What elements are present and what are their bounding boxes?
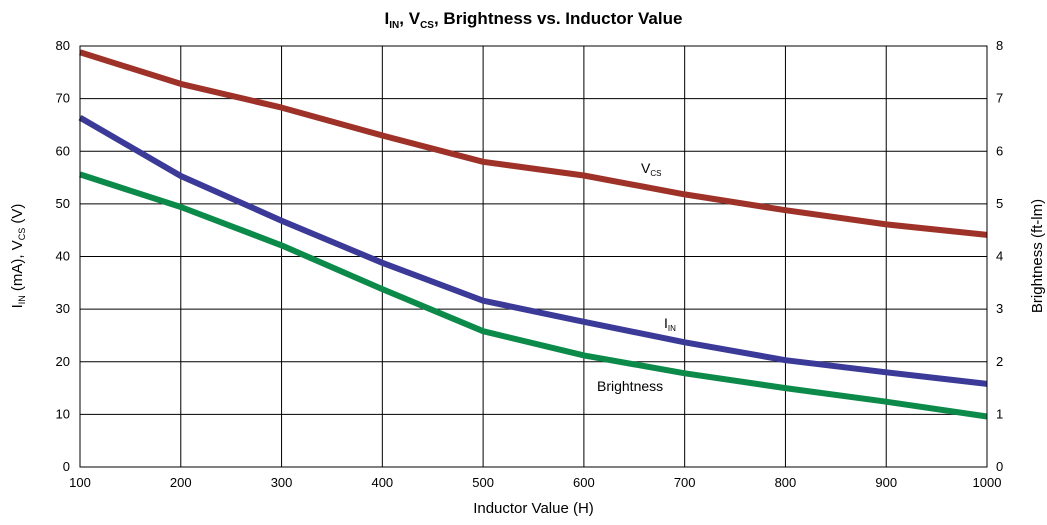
series-label-vcs: VCS bbox=[641, 160, 661, 182]
chart-title: IIN, VCS, Brightness vs. Inductor Value bbox=[80, 8, 987, 37]
x-tick-label: 400 bbox=[371, 475, 393, 490]
series-label-iin: IIN bbox=[664, 315, 676, 337]
x-axis-label: Inductor Value (H) bbox=[473, 500, 594, 517]
series-lines bbox=[78, 49, 988, 420]
y-left-tick-label: 20 bbox=[56, 354, 70, 369]
series-label-text: V bbox=[641, 160, 651, 176]
ylabel-subscript: CS bbox=[17, 227, 27, 241]
title-subscript: IN bbox=[389, 20, 400, 31]
series-line-iin bbox=[78, 115, 988, 387]
x-tick-label: 700 bbox=[674, 475, 696, 490]
y-right-tick-label: 8 bbox=[996, 38, 1003, 53]
title-part: , V bbox=[399, 9, 421, 28]
title-part: , Brightness vs. Inductor Value bbox=[433, 9, 683, 28]
plot-border bbox=[79, 45, 988, 468]
x-tick-label: 900 bbox=[875, 475, 897, 490]
series-label-text: I bbox=[664, 315, 668, 331]
x-tick-labels: 100 200 300 400 500 600 700 800 900 1000 bbox=[69, 475, 1001, 490]
series-label-subscript: CS bbox=[650, 169, 662, 178]
ylabel-part: I bbox=[9, 304, 26, 309]
x-tick-label: 500 bbox=[472, 475, 494, 490]
x-tick-label: 200 bbox=[170, 475, 192, 490]
series-label-subscript: IN bbox=[667, 324, 676, 333]
y-right-tick-label: 0 bbox=[996, 459, 1003, 474]
y-right-tick-label: 7 bbox=[996, 91, 1003, 106]
y-left-tick-label: 30 bbox=[56, 301, 70, 316]
y-left-tick-label: 70 bbox=[56, 91, 70, 106]
ylabel-subscript: IN bbox=[17, 295, 27, 305]
y-left-tick-label: 40 bbox=[56, 249, 70, 264]
title-subscript: CS bbox=[420, 20, 434, 31]
y-right-tick-label: 6 bbox=[996, 143, 1003, 158]
y-right-tick-label: 4 bbox=[996, 249, 1003, 264]
y-right-tick-label: 1 bbox=[996, 406, 1003, 421]
y-left-tick-label: 60 bbox=[56, 143, 70, 158]
series-label-brightness: Brightness bbox=[597, 378, 664, 394]
y-right-tick-label: 5 bbox=[996, 196, 1003, 211]
x-tick-label: 1000 bbox=[973, 475, 1002, 490]
y-left-tick-label: 10 bbox=[56, 406, 70, 421]
y-right-tick-label: 2 bbox=[996, 354, 1003, 369]
y-axis-label-right: Brightness (ft-lm) bbox=[1029, 198, 1046, 314]
y-left-tick-labels: 0 10 20 30 40 50 60 70 80 bbox=[56, 38, 70, 474]
y-left-tick-label: 0 bbox=[63, 459, 70, 474]
y-right-tick-labels: 0 1 2 3 4 5 6 7 8 bbox=[996, 38, 1003, 474]
series-line-brightness bbox=[79, 171, 988, 420]
x-tick-label: 600 bbox=[573, 475, 595, 490]
y-right-tick-label: 3 bbox=[996, 301, 1003, 316]
y-axis-label-left: IIN (mA), VCS (V) bbox=[9, 204, 31, 309]
y-left-tick-label: 50 bbox=[56, 196, 70, 211]
title-part: I bbox=[384, 9, 390, 28]
y-left-tick-label: 80 bbox=[56, 38, 70, 53]
x-tick-label: 800 bbox=[775, 475, 797, 490]
ylabel-part: (mA), V bbox=[9, 240, 26, 296]
ylabel-part: (V) bbox=[9, 203, 26, 228]
x-tick-label: 100 bbox=[69, 475, 91, 490]
x-tick-label: 300 bbox=[271, 475, 293, 490]
series-line-vcs bbox=[79, 49, 988, 238]
